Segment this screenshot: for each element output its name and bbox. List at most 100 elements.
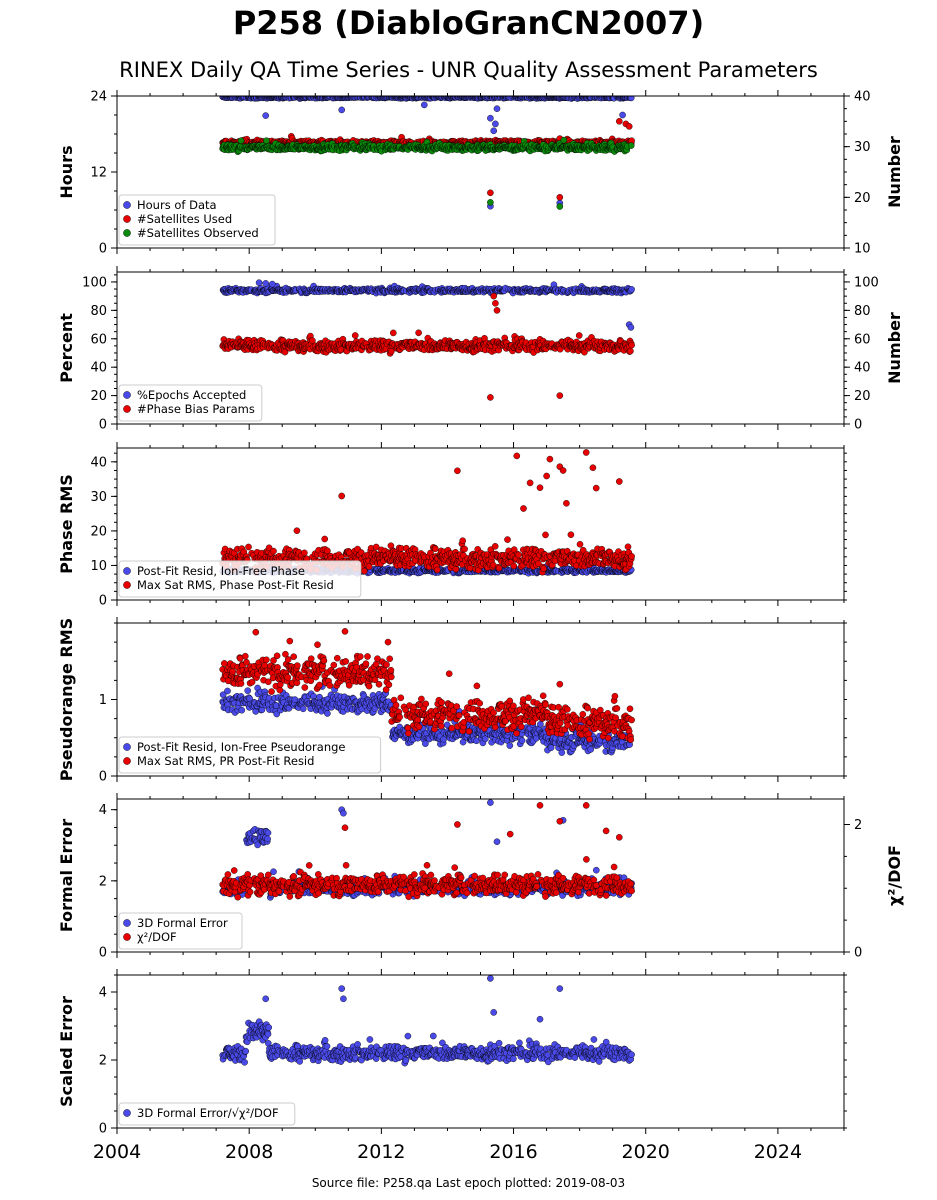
- y2-tick-label: 100: [854, 275, 879, 290]
- legend-marker: [123, 567, 131, 575]
- panel-2-points: [219, 279, 635, 401]
- data-point: [237, 137, 245, 144]
- series-red-points: [219, 449, 635, 576]
- data-point: [491, 543, 499, 550]
- outlier-point: [563, 499, 570, 507]
- outlier-point: [556, 392, 564, 399]
- y-tick-label: 40: [90, 361, 107, 376]
- y-tick-label: 20: [90, 389, 107, 404]
- legend-box: [118, 194, 276, 246]
- y-axis-label: Hours: [57, 145, 76, 198]
- outlier-point: [338, 492, 346, 500]
- outlier-point: [268, 280, 276, 288]
- data-point: [245, 543, 252, 551]
- legend-label: #Phase Bias Params: [137, 402, 255, 416]
- legend-marker: [123, 229, 131, 237]
- series-blue-points: [219, 279, 635, 331]
- outlier-point: [559, 467, 567, 474]
- y-tick-label: 100: [82, 275, 107, 290]
- legend-label: Post-Fit Resid, Ion-Free Phase: [137, 564, 305, 578]
- y-tick-label: 20: [90, 524, 107, 539]
- y2-tick-label: 60: [854, 332, 871, 347]
- outlier-point: [454, 467, 461, 475]
- data-point: [627, 142, 635, 149]
- legend-label: Hours of Data: [137, 198, 217, 212]
- y2-tick-label: 80: [854, 304, 871, 319]
- legend: Hours of Data#Satellites Used#Satellites…: [118, 194, 276, 246]
- data-point: [628, 341, 635, 349]
- y-tick-label: 0: [99, 418, 107, 433]
- data-point: [510, 562, 518, 570]
- series-blue-points: [219, 96, 635, 210]
- outlier-point: [262, 112, 270, 119]
- y-tick-label: 12: [90, 166, 107, 181]
- legend-marker: [123, 215, 131, 223]
- data-point: [628, 553, 635, 560]
- outlier-point: [490, 292, 498, 300]
- outlier-point: [546, 455, 554, 463]
- legend-marker: [123, 201, 131, 209]
- y-tick-label: 24: [90, 90, 107, 105]
- outlier-point: [487, 199, 494, 206]
- legend-label: Max Sat RMS, Phase Post-Fit Resid: [137, 578, 334, 592]
- y-tick-label: 10: [90, 559, 107, 574]
- series-green-points: [219, 136, 635, 210]
- data-point: [575, 332, 583, 339]
- outlier-point: [619, 111, 626, 119]
- y2-tick-label: 20: [854, 389, 871, 404]
- legend-label: #Satellites Used: [137, 212, 232, 226]
- data-point: [627, 96, 635, 102]
- outlier-point: [616, 478, 623, 485]
- outlier-point: [627, 324, 635, 331]
- panel-1-points: [219, 96, 635, 210]
- outlier-point: [493, 105, 501, 112]
- chart-title: P258 (DiabloGranCN2007): [232, 4, 705, 42]
- y2-tick-label: 40: [854, 90, 871, 105]
- outlier-point: [513, 452, 521, 460]
- y2-tick-label: 40: [854, 361, 871, 376]
- y2-tick-label: 0: [854, 418, 862, 433]
- outlier-point: [487, 114, 494, 122]
- data-point: [301, 549, 308, 557]
- legend: %Epochs Accepted#Phase Bias Params: [118, 384, 263, 422]
- data-point: [466, 564, 474, 572]
- data-point: [389, 329, 397, 337]
- outlier-point: [493, 307, 501, 314]
- data-point: [351, 332, 359, 339]
- data-point: [504, 536, 511, 543]
- data-point: [270, 547, 277, 555]
- data-point: [515, 551, 522, 559]
- outlier-point: [487, 189, 494, 197]
- data-point: [293, 527, 301, 535]
- data-point: [433, 566, 441, 574]
- data-point: [459, 537, 467, 545]
- data-point: [495, 564, 503, 572]
- y2-axis-label: Number: [885, 136, 904, 208]
- legend-marker: [123, 405, 131, 413]
- y-tick-label: 0: [99, 242, 107, 257]
- outlier-point: [543, 472, 550, 480]
- y-tick-label: 0: [99, 594, 107, 609]
- y2-axis-label: Number: [885, 312, 904, 384]
- outlier-point: [338, 106, 346, 114]
- data-point: [461, 545, 468, 553]
- outlier-point: [536, 484, 544, 492]
- data-point: [415, 329, 422, 337]
- y2-tick-label: 30: [854, 140, 871, 155]
- y-axis-label: Percent: [57, 313, 76, 383]
- outlier-point: [592, 484, 600, 492]
- data-point: [321, 535, 329, 543]
- data-point: [542, 531, 549, 539]
- y-tick-label: 30: [90, 490, 107, 505]
- legend-label: #Satellites Observed: [137, 226, 259, 240]
- outlier-point: [420, 101, 428, 109]
- outlier-point: [556, 203, 564, 210]
- series-red-points: [219, 292, 635, 401]
- outlier-point: [556, 193, 564, 201]
- outlier-point: [262, 280, 270, 287]
- data-point: [360, 567, 368, 575]
